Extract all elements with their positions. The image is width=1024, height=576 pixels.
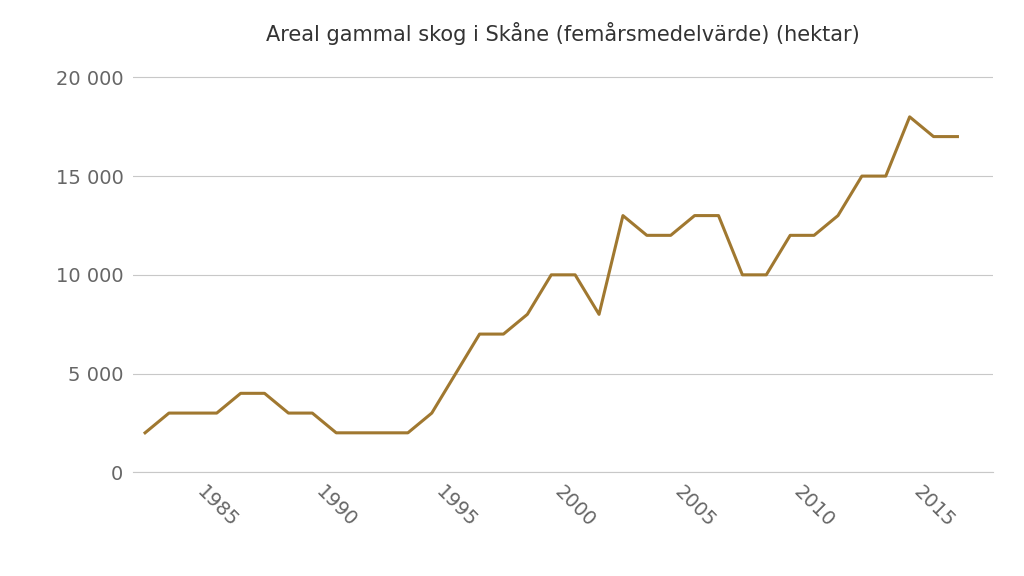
- Title: Areal gammal skog i Skåne (femårsmedelvärde) (hektar): Areal gammal skog i Skåne (femårsmedelvä…: [266, 22, 860, 45]
